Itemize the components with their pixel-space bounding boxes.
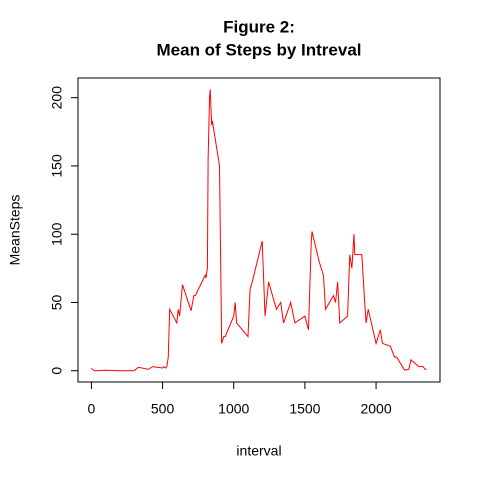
x-tick-label: 2000 [360,401,391,417]
y-tick-label: 0 [49,367,65,375]
x-tick-label: 1000 [218,401,249,417]
x-axis-label: interval [236,443,281,459]
y-tick-label: 200 [49,86,65,110]
plot-frame [77,77,441,383]
y-axis-label: MeanSteps [7,195,23,266]
y-tick-label: 50 [49,294,65,310]
x-tick-label: 0 [88,401,96,417]
x-tick-label: 1500 [289,401,320,417]
y-tick-label: 100 [49,222,65,246]
y-tick-label: 150 [49,154,65,178]
data-line [91,89,427,372]
chart-title: Figure 2: [223,17,295,36]
chart-title: Mean of Steps by Intreval [157,40,362,59]
x-tick-label: 500 [151,401,175,417]
